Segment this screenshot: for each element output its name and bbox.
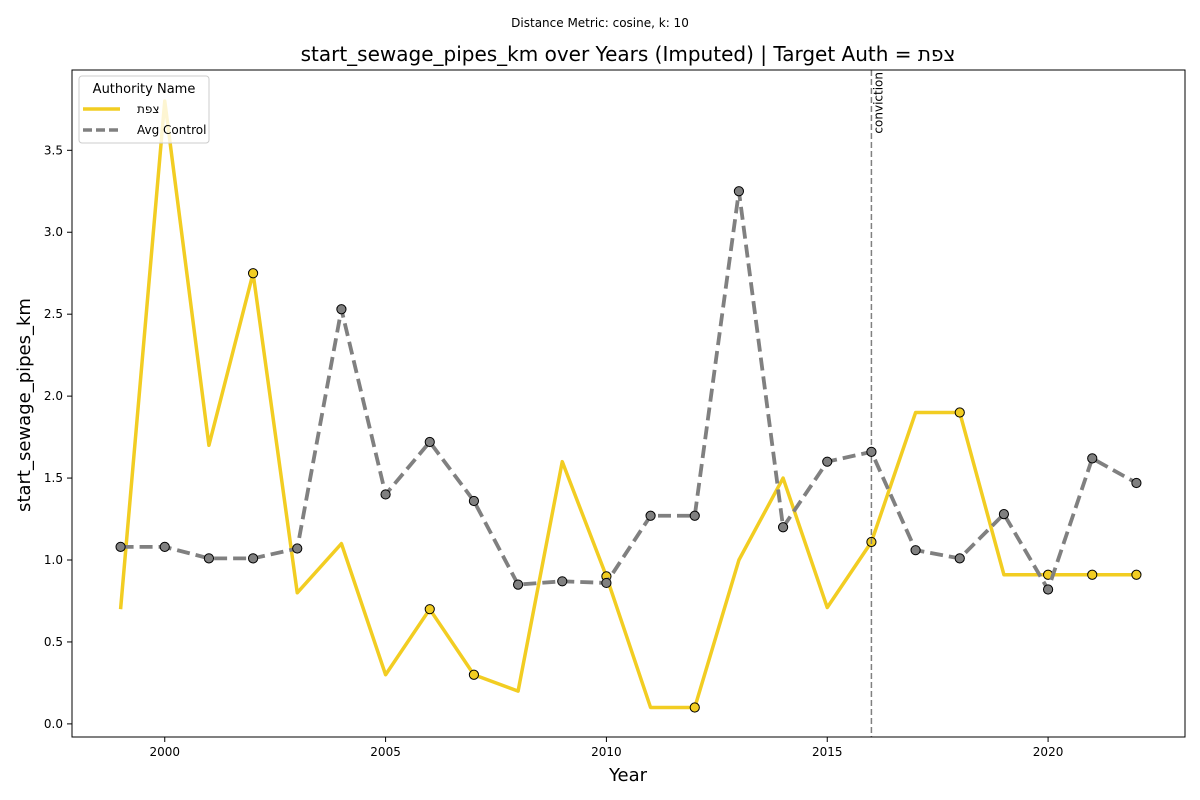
series-1-point xyxy=(336,304,347,315)
series-0-point xyxy=(1131,569,1142,580)
series-line-1 xyxy=(120,189,1138,592)
x-tick-label: 2020 xyxy=(1033,745,1064,759)
series-1-point xyxy=(292,543,303,554)
annotation-layer: conviction xyxy=(870,70,885,737)
series-1-point xyxy=(203,553,215,564)
x-axis-label: Year xyxy=(608,765,648,786)
series-0-point xyxy=(689,702,700,713)
plot-frame xyxy=(71,69,1186,738)
x-axis-ticks: 2000 2005 2010 2015 2020 xyxy=(149,737,1063,759)
series-1-point xyxy=(910,545,921,556)
conviction-label: conviction xyxy=(871,72,885,134)
series-1-point xyxy=(954,553,965,564)
y-tick-label: 1.5 xyxy=(44,471,63,485)
series-1-point xyxy=(998,509,1010,520)
chart-title: start_sewage_pipes_km over Years (Impute… xyxy=(301,42,956,66)
y-axis-label: start_sewage_pipes_km xyxy=(14,298,35,512)
y-tick-label: 3.5 xyxy=(44,143,63,157)
series-1-point xyxy=(822,456,833,467)
series-1-point xyxy=(777,522,789,533)
legend-label-0: צפת xyxy=(137,102,160,116)
series-0-point xyxy=(424,604,435,615)
series-0-point xyxy=(468,669,480,680)
plot-area: conviction 2000 2005 2010 2015 2020 0.0 0.5 1.… xyxy=(44,69,1186,759)
series-0-point xyxy=(954,407,965,418)
series-1-point xyxy=(689,510,700,521)
y-tick-label: 2.0 xyxy=(44,389,63,403)
series-1-point xyxy=(733,186,745,197)
legend-title: Authority Name xyxy=(93,82,196,97)
x-tick-label: 2010 xyxy=(591,745,622,759)
series-1-point xyxy=(512,579,524,590)
legend: Authority Name צפת Avg Control xyxy=(78,75,210,144)
legend-items: צפת Avg Control xyxy=(83,102,206,137)
series-1-point xyxy=(115,541,126,552)
y-tick-label: 0.0 xyxy=(44,717,63,731)
y-tick-label: 3.0 xyxy=(44,225,63,239)
x-tick-label: 2005 xyxy=(370,745,401,759)
series-1-point xyxy=(424,436,435,448)
series-1-point xyxy=(380,489,391,500)
series-line-0 xyxy=(118,99,1137,710)
y-tick-label: 1.0 xyxy=(44,553,63,567)
x-tick-label: 2015 xyxy=(812,745,843,759)
legend-frame xyxy=(78,75,210,144)
y-axis-ticks: 0.0 0.5 1.0 1.5 2.0 2.5 3.0 3.5 xyxy=(44,143,72,731)
series-layer xyxy=(115,99,1142,713)
series-1-point xyxy=(247,553,259,564)
series-1-point xyxy=(557,576,568,587)
series-1-point xyxy=(1131,477,1142,489)
series-1-point xyxy=(645,510,656,521)
chart-suptitle: Distance Metric: cosine, k: 10 xyxy=(511,16,689,30)
series-0-point xyxy=(1087,569,1098,580)
legend-label-1: Avg Control xyxy=(137,123,206,137)
y-tick-label: 2.5 xyxy=(44,307,63,321)
series-1-point xyxy=(468,495,480,507)
series-1-point xyxy=(159,541,170,552)
series-0-point xyxy=(247,268,259,279)
y-tick-label: 0.5 xyxy=(44,635,63,649)
series-1-point xyxy=(1042,584,1054,595)
x-tick-label: 2000 xyxy=(149,745,180,759)
series-1-point xyxy=(601,577,612,589)
series-1-point xyxy=(1087,453,1098,464)
